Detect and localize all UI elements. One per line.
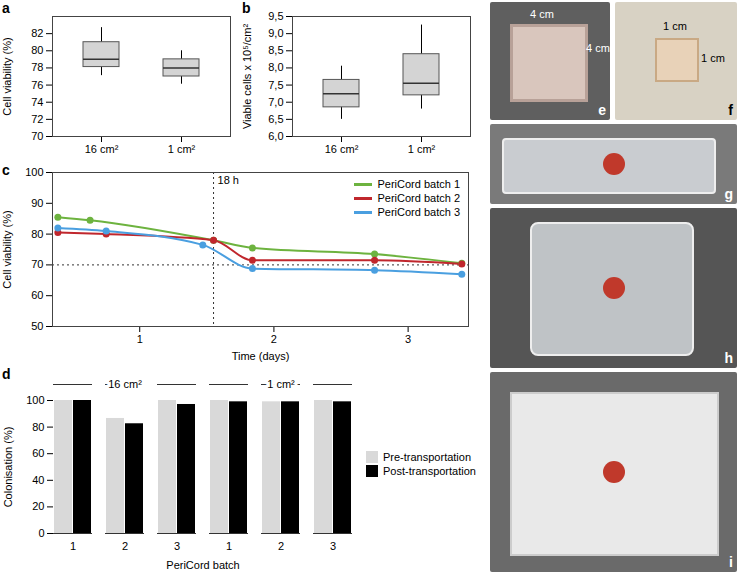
html-text:4 cm: 4 cm <box>586 42 610 54</box>
svg-text:3: 3 <box>330 540 336 552</box>
html-text:f: f <box>728 102 733 118</box>
svg-text:Cell viability (%): Cell viability (%) <box>1 210 13 288</box>
html-text:Post-transportation: Post-transportation <box>383 465 476 477</box>
html-text:b: b <box>242 0 251 16</box>
html-text:d: d <box>2 366 11 382</box>
svg-text:78: 78 <box>31 61 43 73</box>
html-text:a: a <box>2 0 10 16</box>
html-text:c: c <box>2 162 10 178</box>
svg-text:1 cm²: 1 cm² <box>267 378 295 390</box>
svg-text:60: 60 <box>32 447 44 459</box>
html-text:Pre-transportation: Pre-transportation <box>383 451 471 463</box>
svg-text:16 cm²: 16 cm² <box>108 378 142 390</box>
svg-text:40: 40 <box>32 474 44 486</box>
svg-text:16 cm²: 16 cm² <box>325 143 359 155</box>
svg-text:Viable cells x 10⁵/cm²: Viable cells x 10⁵/cm² <box>241 24 253 130</box>
svg-text:50: 50 <box>31 320 43 332</box>
svg-text:7,5: 7,5 <box>268 79 283 91</box>
svg-text:9,0: 9,0 <box>268 27 283 39</box>
svg-text:82: 82 <box>31 27 43 39</box>
html-text:4 cm: 4 cm <box>530 8 554 20</box>
svg-text:Cell viability (%): Cell viability (%) <box>1 37 13 115</box>
svg-text:7,0: 7,0 <box>268 96 283 108</box>
svg-text:16 cm²: 16 cm² <box>85 143 119 155</box>
svg-text:0: 0 <box>38 527 44 539</box>
html-text:PeriCord batch 3: PeriCord batch 3 <box>377 206 460 218</box>
svg-text:1: 1 <box>226 540 232 552</box>
svg-text:100: 100 <box>25 166 43 178</box>
svg-text:1: 1 <box>137 333 143 345</box>
html-text:i: i <box>729 554 733 570</box>
svg-text:3: 3 <box>174 540 180 552</box>
svg-text:2: 2 <box>278 540 284 552</box>
svg-text:6,0: 6,0 <box>268 130 283 142</box>
svg-text:74: 74 <box>31 96 43 108</box>
svg-text:90: 90 <box>31 197 43 209</box>
html-text:PeriCord batch 1: PeriCord batch 1 <box>377 178 460 190</box>
svg-text:18 h: 18 h <box>218 174 239 186</box>
html-text:h: h <box>724 350 733 366</box>
svg-text:20: 20 <box>32 500 44 512</box>
svg-text:6,5: 6,5 <box>268 113 283 125</box>
svg-text:2: 2 <box>271 333 277 345</box>
svg-text:60: 60 <box>31 289 43 301</box>
svg-text:1 cm²: 1 cm² <box>168 143 196 155</box>
svg-text:2: 2 <box>122 540 128 552</box>
svg-text:PeriCord batch: PeriCord batch <box>166 559 239 571</box>
svg-text:3: 3 <box>405 333 411 345</box>
html-text:1 cm: 1 cm <box>701 52 725 64</box>
html-text:e: e <box>598 102 606 118</box>
html-text:1 cm: 1 cm <box>663 20 687 32</box>
svg-text:8,5: 8,5 <box>268 44 283 56</box>
svg-text:70: 70 <box>31 258 43 270</box>
html-text:g: g <box>724 186 733 202</box>
svg-text:100: 100 <box>26 394 44 406</box>
svg-text:Time (days): Time (days) <box>232 350 290 362</box>
svg-text:80: 80 <box>32 421 44 433</box>
svg-text:70: 70 <box>31 130 43 142</box>
svg-text:9,5: 9,5 <box>268 10 283 22</box>
svg-text:72: 72 <box>31 113 43 125</box>
svg-text:1: 1 <box>70 540 76 552</box>
svg-text:80: 80 <box>31 228 43 240</box>
svg-text:1 cm²: 1 cm² <box>408 143 436 155</box>
svg-text:76: 76 <box>31 79 43 91</box>
html-text:PeriCord batch 2: PeriCord batch 2 <box>377 192 460 204</box>
svg-text:80: 80 <box>31 44 43 56</box>
svg-text:8,0: 8,0 <box>268 61 283 73</box>
svg-text:Colonisation (%): Colonisation (%) <box>2 427 14 508</box>
